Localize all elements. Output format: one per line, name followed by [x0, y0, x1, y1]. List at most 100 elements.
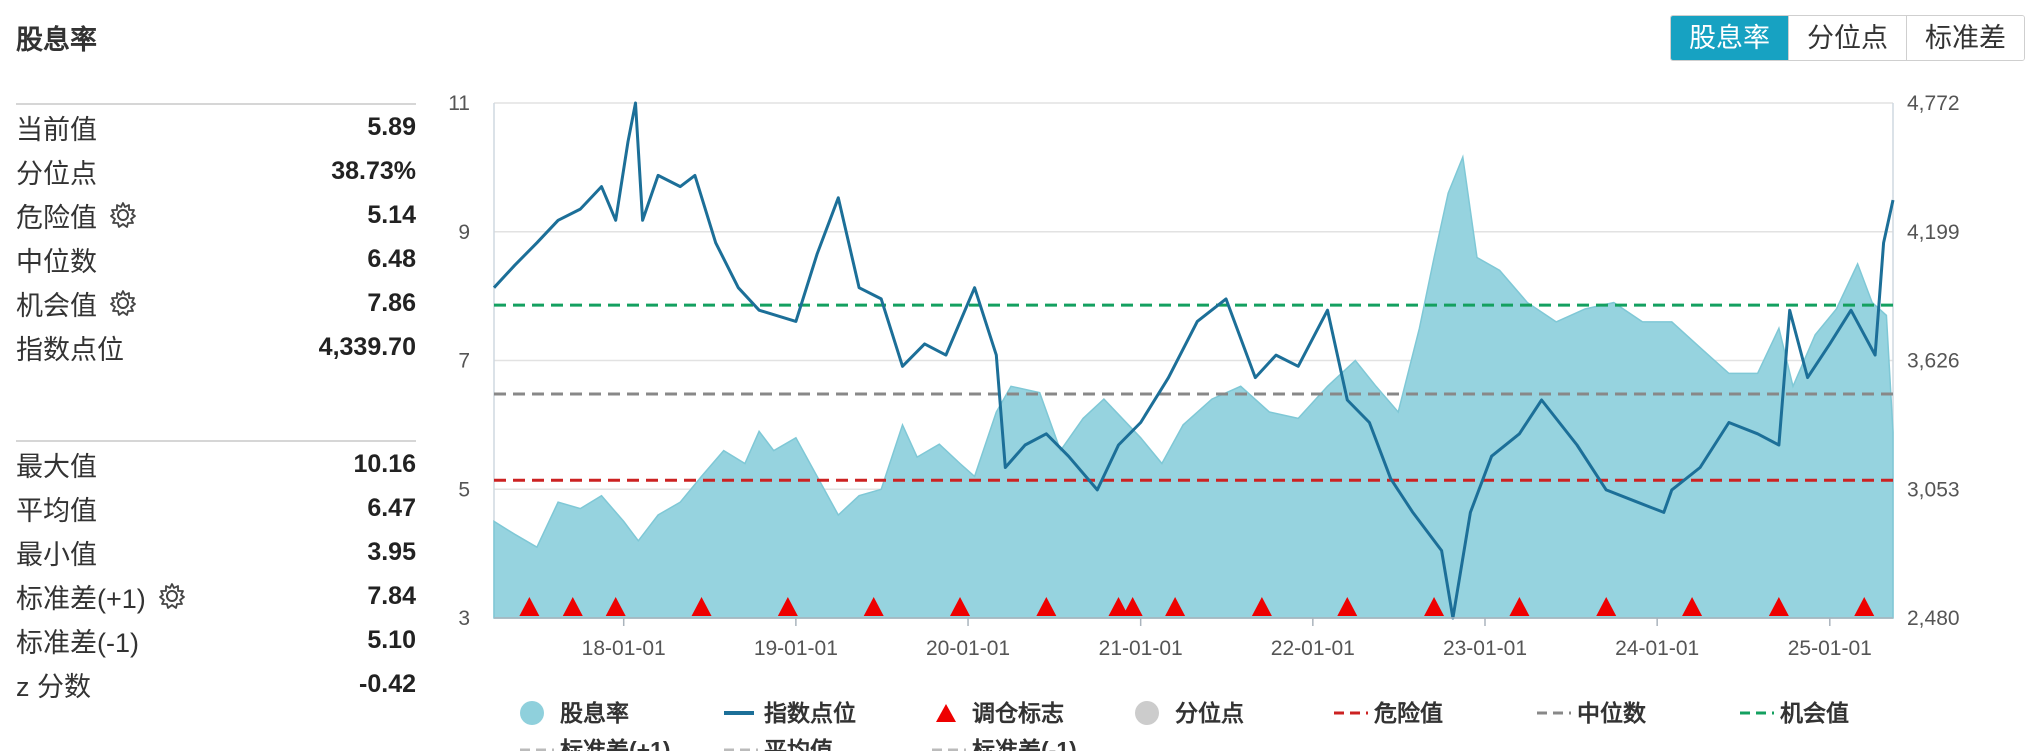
y-left-tick-label: 11 [448, 92, 470, 115]
stat-value: 10.16 [353, 449, 416, 478]
x-tick-label: 20-01-01 [926, 637, 1010, 660]
stat-label: 最大值 [16, 451, 97, 482]
rebalance-marker [1682, 597, 1703, 616]
stat-label: 最小值 [16, 539, 97, 570]
rebalance-marker [777, 597, 798, 616]
stat-label-wrap: 危险值 [16, 196, 137, 235]
x-tick-label: 18-01-01 [582, 637, 666, 660]
stat-row-danger: 危险值 5.14 [16, 193, 416, 237]
rebalance-marker [1768, 597, 1789, 616]
stats-panel-summary: 最大值 10.16 平均值 6.47 最小值 3.95 标准差(+1) 7.84 标准差… [16, 440, 416, 706]
rebalance-marker [1251, 597, 1272, 616]
x-tick-label: 21-01-01 [1099, 637, 1183, 660]
rebalance-marker [1036, 597, 1057, 616]
stat-label: 指数点位 [16, 334, 124, 365]
stat-row-min: 最小值 3.95 [16, 530, 416, 574]
stat-value: 5.14 [367, 200, 416, 229]
legend-triangle [936, 704, 956, 722]
x-tick-label: 23-01-01 [1443, 637, 1527, 660]
y-right-tick-label: 3,053 [1907, 478, 1960, 501]
x-tick-label: 19-01-01 [754, 637, 838, 660]
stat-value: 5.10 [367, 625, 416, 654]
y-left-tick-label: 7 [458, 350, 470, 373]
rebalance-marker [1122, 597, 1143, 616]
y-right-tick-label: 4,199 [1907, 221, 1960, 244]
stat-row-std-plus: 标准差(+1) 7.84 [16, 574, 416, 618]
stat-value: 7.86 [367, 288, 416, 317]
stat-value: -0.42 [359, 669, 416, 698]
rebalance-marker [519, 597, 540, 616]
rebalance-marker [1854, 597, 1875, 616]
x-tick-label: 24-01-01 [1615, 637, 1699, 660]
y-right-tick-label: 4,772 [1907, 92, 1960, 115]
stat-value: 3.95 [367, 537, 416, 566]
stat-value: 7.84 [367, 581, 416, 610]
stat-row-zscore: z 分数 -0.42 [16, 662, 416, 706]
x-tick-label: 22-01-01 [1271, 637, 1355, 660]
x-tick-label: 25-01-01 [1788, 637, 1872, 660]
index-points-line [492, 101, 1895, 620]
stat-row-median: 中位数 6.48 [16, 237, 416, 281]
stat-label: 危险值 [16, 202, 97, 233]
stat-value: 6.48 [367, 244, 416, 273]
legend-dot [520, 701, 544, 725]
stat-row-mean: 平均值 6.47 [16, 486, 416, 530]
stat-row-index: 指数点位 4,339.70 [16, 325, 416, 369]
stat-row-percentile: 分位点 38.73% [16, 149, 416, 193]
stat-value: 4,339.70 [318, 332, 416, 361]
rebalance-marker [950, 597, 971, 616]
y-left-tick-label: 9 [458, 221, 470, 244]
stat-label: 标准差(+1) [16, 583, 146, 614]
rebalance-marker [863, 597, 884, 616]
legend-label: 中位数 [1577, 700, 1647, 726]
rebalance-marker [1509, 597, 1530, 616]
y-left-tick-label: 5 [458, 478, 470, 501]
dividend-yield-area [493, 154, 1894, 619]
page-title: 股息率 [16, 25, 97, 55]
legend-label: 危险值 [1374, 700, 1443, 726]
gear-icon[interactable] [109, 289, 137, 317]
stat-label: 分位点 [16, 158, 97, 189]
rebalance-marker [1108, 597, 1129, 616]
stats-panel-current: 当前值 5.89 分位点 38.73% 危险值 5.14 中位数 6.48 机会值 7.8… [16, 103, 416, 369]
stat-row-current: 当前值 5.89 [16, 105, 416, 149]
y-right-tick-label: 2,480 [1907, 607, 1960, 630]
stat-label-wrap: 标准差(+1) [16, 577, 186, 616]
legend-label: 指数点位 [764, 700, 856, 726]
y-left-tick-label: 3 [458, 607, 470, 630]
rebalance-marker [691, 597, 712, 616]
stat-value: 5.89 [367, 112, 416, 141]
tab-dividend-yield[interactable]: 股息率 [1671, 16, 1788, 60]
rebalance-marker [605, 597, 626, 616]
stat-label-wrap: 机会值 [16, 284, 137, 323]
rebalance-marker [1165, 597, 1186, 616]
legend-label: 机会值 [1780, 700, 1849, 726]
stat-row-max: 最大值 10.16 [16, 442, 416, 486]
rebalance-marker [1337, 597, 1358, 616]
stat-row-std-minus: 标准差(-1) 5.10 [16, 618, 416, 662]
tab-std-dev[interactable]: 标准差 [1906, 16, 2024, 60]
stat-label: 平均值 [16, 495, 97, 526]
stat-row-opportunity: 机会值 7.86 [16, 281, 416, 325]
legend-dot [1135, 701, 1159, 725]
stat-label: 标准差(-1) [16, 627, 139, 658]
stat-label: z 分数 [16, 671, 92, 702]
stat-label: 当前值 [16, 114, 97, 145]
y-right-tick-label: 3,626 [1907, 350, 1960, 373]
stat-value: 38.73% [331, 156, 416, 185]
tab-percentile[interactable]: 分位点 [1788, 16, 1906, 60]
gear-icon[interactable] [109, 201, 137, 229]
legend-label: 分位点 [1175, 700, 1244, 726]
rebalance-marker [1424, 597, 1445, 616]
stat-value: 6.47 [367, 493, 416, 522]
legend-label: 标准差(-1) [972, 737, 1077, 751]
stat-label: 中位数 [16, 246, 97, 277]
gear-icon[interactable] [158, 582, 186, 610]
metric-tabs: 股息率 分位点 标准差 [1670, 15, 2025, 61]
legend-label: 平均值 [764, 737, 833, 751]
legend-label: 调仓标志 [972, 700, 1064, 726]
rebalance-marker [1596, 597, 1617, 616]
stat-label: 机会值 [16, 290, 97, 321]
legend-label: 股息率 [560, 700, 629, 726]
